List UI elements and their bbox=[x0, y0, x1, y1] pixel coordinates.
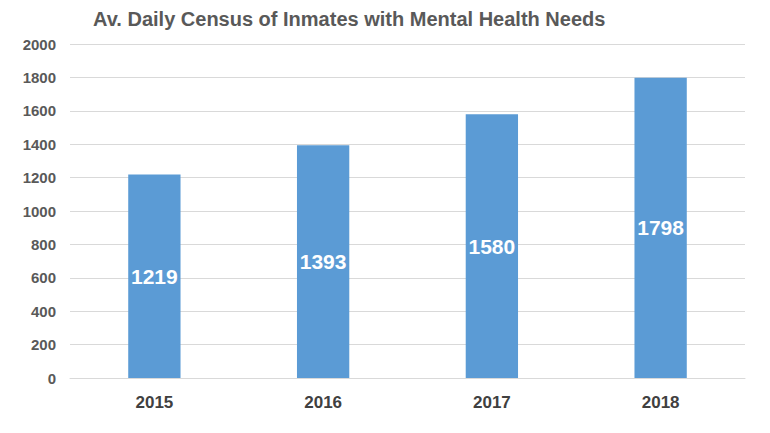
svg-text:1200: 1200 bbox=[23, 169, 56, 186]
svg-text:1800: 1800 bbox=[23, 69, 56, 86]
svg-text:1219: 1219 bbox=[131, 265, 178, 288]
svg-text:2015: 2015 bbox=[135, 393, 173, 412]
svg-text:200: 200 bbox=[31, 336, 56, 353]
svg-text:1000: 1000 bbox=[23, 203, 56, 220]
svg-text:1580: 1580 bbox=[469, 235, 516, 258]
svg-text:2018: 2018 bbox=[642, 393, 680, 412]
svg-text:1393: 1393 bbox=[300, 250, 347, 273]
svg-text:2000: 2000 bbox=[23, 36, 56, 53]
svg-text:Av. Daily Census of Inmates wi: Av. Daily Census of Inmates with Mental … bbox=[93, 8, 605, 30]
svg-text:1400: 1400 bbox=[23, 136, 56, 153]
svg-text:1600: 1600 bbox=[23, 102, 56, 119]
svg-text:400: 400 bbox=[31, 303, 56, 320]
svg-text:0: 0 bbox=[48, 370, 56, 387]
svg-text:800: 800 bbox=[31, 236, 56, 253]
svg-text:2016: 2016 bbox=[304, 393, 342, 412]
svg-text:2017: 2017 bbox=[473, 393, 511, 412]
svg-text:600: 600 bbox=[31, 269, 56, 286]
svg-text:1798: 1798 bbox=[637, 216, 684, 239]
